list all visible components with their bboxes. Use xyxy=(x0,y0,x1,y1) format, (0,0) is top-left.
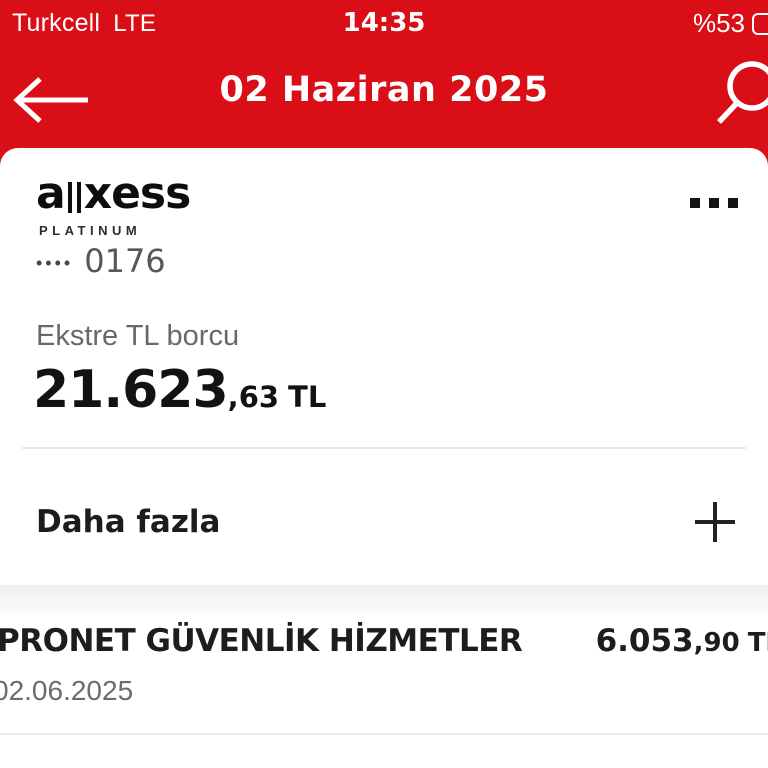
masked-card-number: •••• 0176 xyxy=(36,242,166,280)
card-last-digits: 0176 xyxy=(84,242,166,280)
back-arrow-icon xyxy=(10,74,94,126)
search-button[interactable] xyxy=(710,56,768,136)
carrier-info: Turkcell LTE xyxy=(12,9,156,38)
ellipsis-icon xyxy=(690,198,700,208)
search-icon xyxy=(710,56,768,136)
masked-dots: •••• xyxy=(36,252,74,273)
axess-logo-part2: xess xyxy=(83,168,192,219)
carrier-label: Turkcell xyxy=(12,9,101,37)
axess-logo-bars xyxy=(67,181,81,213)
balance-decimal: ,63 xyxy=(227,380,280,414)
amount-integer: 6.053 xyxy=(595,623,694,659)
ellipsis-icon xyxy=(709,198,719,208)
axess-logo-text: a xess xyxy=(36,168,192,219)
credit-card-panel: a xess PLATINUM •••• 0176 Ekstre TL borc… xyxy=(0,148,768,585)
status-bar: Turkcell LTE 14:35 %53 xyxy=(0,0,768,46)
nav-header: 02 Haziran 2025 xyxy=(0,46,768,146)
amount-decimal: ,90 xyxy=(693,628,740,658)
divider xyxy=(0,733,768,735)
ellipsis-icon xyxy=(728,198,738,208)
card-tier-label: PLATINUM xyxy=(39,223,142,238)
merchant-name: PRONET GÜVENLİK HİZMETLER xyxy=(0,623,523,659)
balance-integer: 21.623 xyxy=(33,360,229,420)
axess-logo: a xess PLATINUM xyxy=(36,168,192,239)
more-options-button[interactable] xyxy=(684,192,744,214)
plus-icon[interactable] xyxy=(692,499,738,545)
amount-currency: TL xyxy=(747,628,768,658)
divider xyxy=(22,447,746,449)
transaction-amount: 6.053 ,90 TL xyxy=(596,623,768,659)
transactions-section: PRONET GÜVENLİK HİZMETLER 6.053 ,90 TL 0… xyxy=(0,615,768,768)
transaction-main-line: PRONET GÜVENLİK HİZMETLER 6.053 ,90 TL xyxy=(0,623,768,659)
battery-status: %53 xyxy=(693,8,768,39)
back-button[interactable] xyxy=(10,74,94,126)
balance-amount: 21.623 ,63 TL xyxy=(33,360,326,420)
daha-fazla-row[interactable]: Daha fazla xyxy=(36,486,738,558)
balance-currency: TL xyxy=(288,380,327,414)
clock: 14:35 xyxy=(342,8,426,38)
axess-logo-part1: a xyxy=(36,168,66,219)
transaction-date: 02.06.2025 xyxy=(0,675,134,706)
battery-percent-label: %53 xyxy=(692,8,745,38)
red-header-background xyxy=(0,0,768,166)
section-gap xyxy=(0,585,768,615)
battery-icon xyxy=(752,12,768,35)
more-label: Daha fazla xyxy=(36,504,221,540)
network-type-label: LTE xyxy=(113,10,157,37)
page-title: 02 Haziran 2025 xyxy=(219,70,549,110)
balance-label: Ekstre TL borcu xyxy=(36,320,240,352)
